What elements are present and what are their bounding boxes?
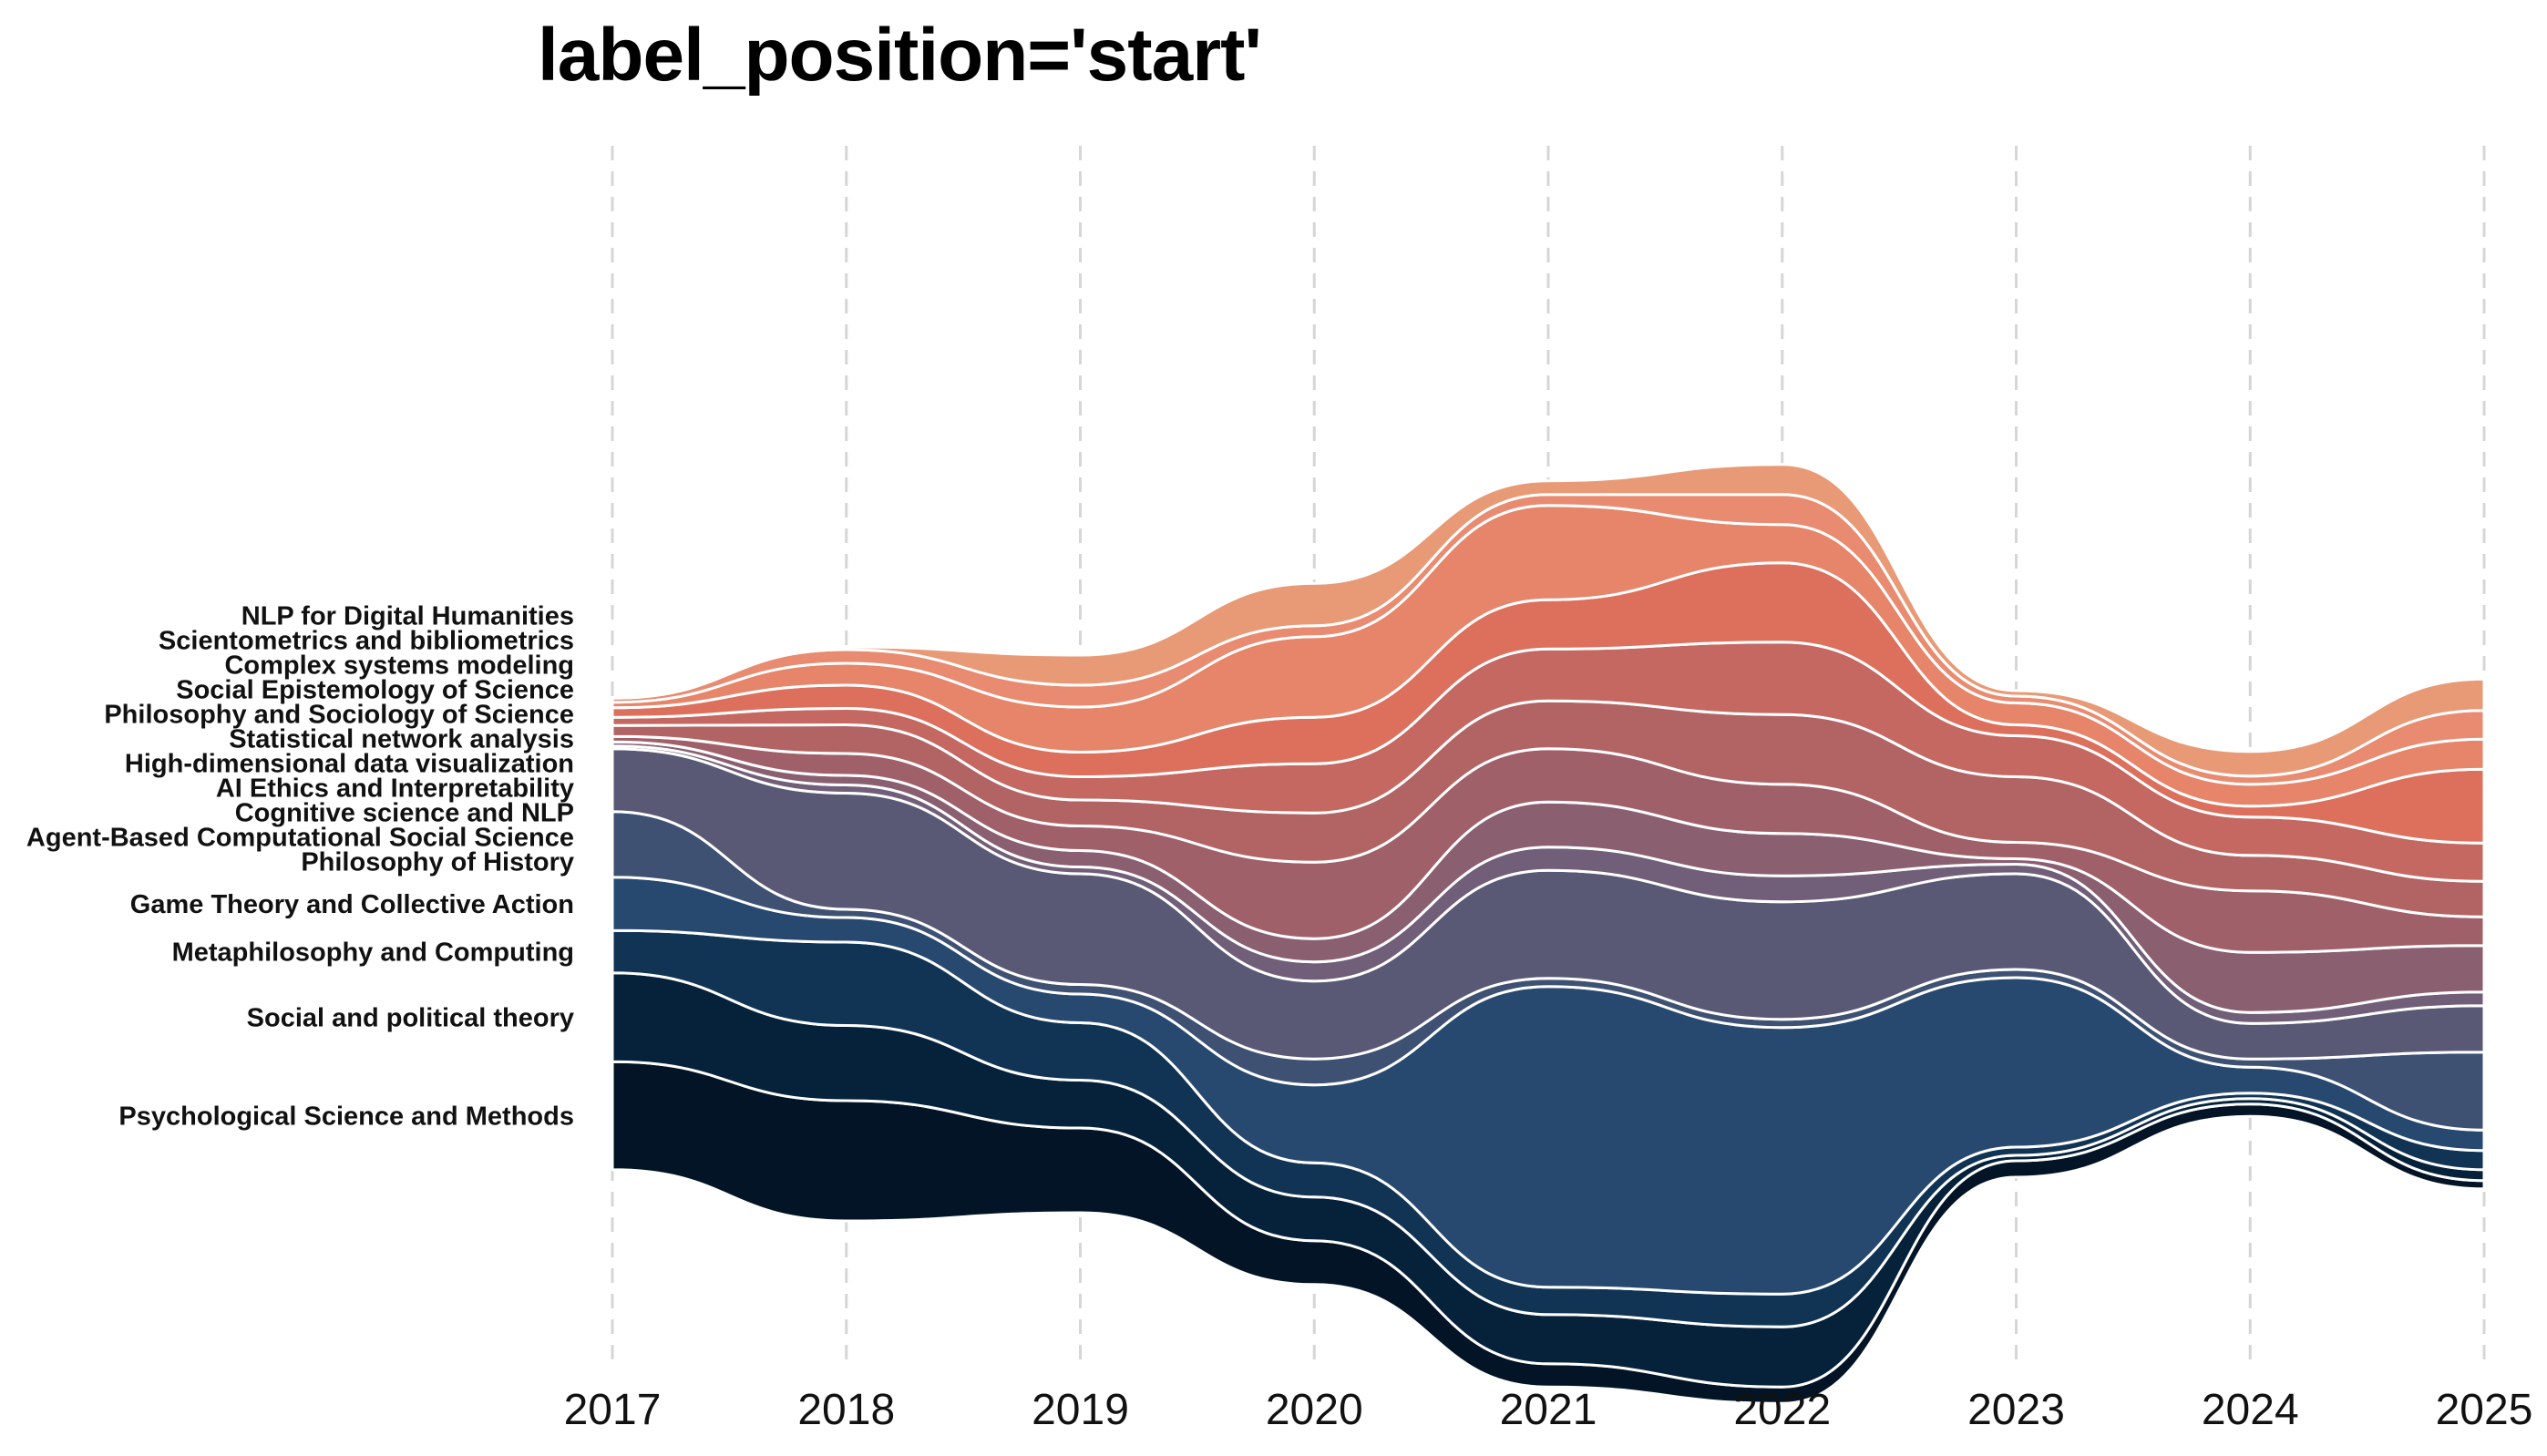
x-tick-label: 2021 xyxy=(1500,1386,1597,1434)
series-label: Metaphilosophy and Computing xyxy=(172,938,574,968)
x-tick-label: 2017 xyxy=(564,1386,662,1434)
series-label: NLP for Digital Humanities xyxy=(241,602,574,631)
series-label: Game Theory and Collective Action xyxy=(130,890,574,919)
chart-title: label_position='start' xyxy=(538,14,1262,97)
series-label: Cognitive science and NLP xyxy=(235,799,574,828)
x-tick-label: 2025 xyxy=(2436,1386,2533,1434)
area-layer xyxy=(611,463,2486,1405)
x-tick-label: 2018 xyxy=(797,1386,895,1434)
x-tick-label: 2020 xyxy=(1266,1386,1363,1434)
series-label: Social and political theory xyxy=(247,1004,574,1033)
label-layer: Psychological Science and Methods Social … xyxy=(26,602,574,1132)
x-axis: 2017 2018 2019 2020 2021 2022 2023 2024 2025 xyxy=(564,1386,2533,1434)
series-label: Psychological Science and Methods xyxy=(118,1102,574,1132)
series-label: Agent-Based Computational Social Science xyxy=(26,824,574,853)
series-label: Philosophy and Sociology of Science xyxy=(104,701,574,730)
series-label: High-dimensional data visualization xyxy=(125,750,574,779)
x-tick-label: 2023 xyxy=(1967,1386,2065,1434)
series-label: Philosophy of History xyxy=(301,848,574,877)
x-tick-label: 2019 xyxy=(1032,1386,1129,1434)
series-label: Social Epistemology of Science xyxy=(176,676,574,705)
series-label: Statistical network analysis xyxy=(229,725,574,754)
series-label: Complex systems modeling xyxy=(224,651,574,681)
x-tick-label: 2024 xyxy=(2202,1386,2299,1434)
series-label: AI Ethics and Interpretability xyxy=(216,774,574,804)
stream-area xyxy=(611,463,2486,778)
series-label: Scientometrics and bibliometrics xyxy=(159,627,574,656)
x-tick-label: 2022 xyxy=(1733,1386,1831,1434)
